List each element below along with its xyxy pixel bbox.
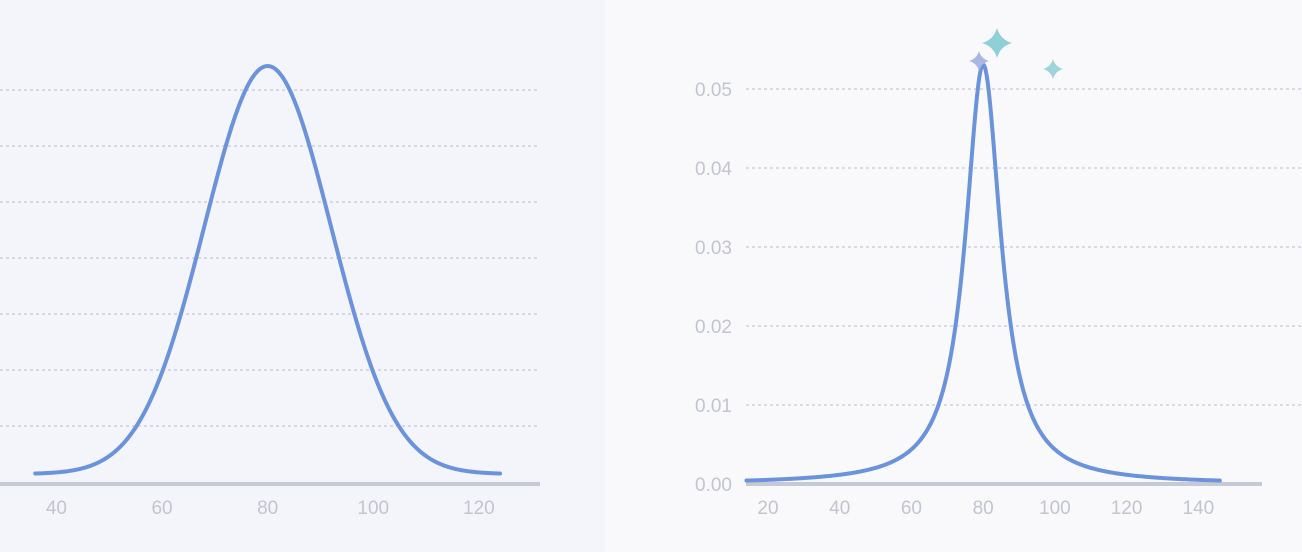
right-x-tick-label: 60 [901, 498, 922, 519]
left-x-tick-label: 40 [46, 498, 67, 519]
left-x-tick-label: 120 [463, 498, 495, 519]
right-x-tick-label: 80 [973, 498, 994, 519]
sparkles [969, 28, 1063, 79]
right-x-tick-label: 140 [1182, 498, 1214, 519]
left-x-tick-label: 60 [151, 498, 172, 519]
right-x-tick-label: 120 [1111, 498, 1143, 519]
left-chart: 40 60 80 100 120 [0, 63, 540, 519]
sparkle-small-icon [969, 51, 989, 71]
left-series-line [33, 63, 502, 476]
left-x-tick-label: 100 [357, 498, 389, 519]
right-panel-background [605, 0, 1302, 552]
sparkle-small-icon [1043, 59, 1063, 79]
left-x-tick-labels: 40 60 80 100 120 [46, 498, 495, 519]
right-y-tick-labels: 0.00 0.01 0.02 0.03 0.04 0.05 [695, 80, 732, 496]
right-y-tick-label: 0.00 [695, 475, 732, 496]
left-grid [0, 89, 540, 427]
left-x-tick-label: 80 [257, 498, 278, 519]
right-x-tick-labels: 20 40 60 80 100 120 140 [757, 498, 1214, 519]
right-x-tick-label: 100 [1039, 498, 1071, 519]
right-x-tick-label: 40 [829, 498, 850, 519]
right-y-tick-label: 0.03 [695, 238, 732, 259]
right-series-line [744, 61, 1222, 483]
right-grid [746, 88, 1302, 406]
right-y-tick-label: 0.04 [695, 159, 732, 180]
sparkle-large-icon [982, 28, 1012, 58]
right-y-tick-label: 0.05 [695, 80, 732, 101]
right-chart: 20 40 60 80 100 120 140 0.000.010.020.030.040.… [695, 28, 1302, 519]
right-y-tick-label: 0.02 [695, 317, 732, 338]
right-y-tick-label: 0.01 [695, 396, 732, 417]
right-x-tick-label: 20 [757, 498, 778, 519]
